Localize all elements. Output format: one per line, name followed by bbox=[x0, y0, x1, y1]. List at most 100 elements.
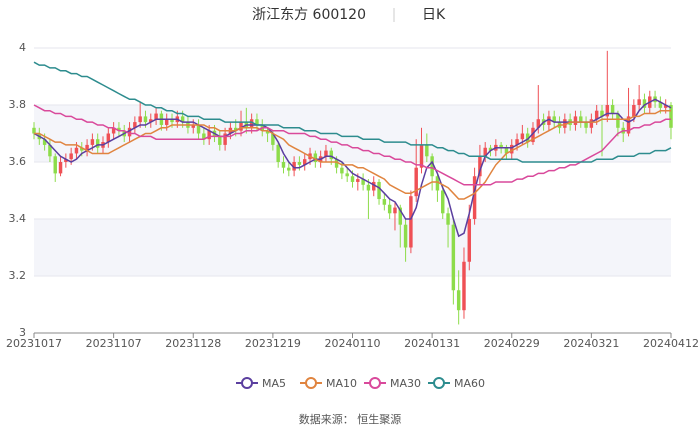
candle-body bbox=[563, 119, 567, 128]
candle-body bbox=[313, 153, 318, 162]
candle-body bbox=[387, 204, 392, 214]
x-tick-label: 20231017 bbox=[6, 337, 62, 350]
candle-body bbox=[520, 133, 525, 140]
candle-body bbox=[547, 116, 551, 125]
candle-body bbox=[451, 224, 456, 291]
candle-body bbox=[42, 139, 47, 145]
candle-body bbox=[552, 116, 556, 123]
candle-body bbox=[265, 130, 270, 134]
candle-body bbox=[239, 122, 243, 131]
candle-body bbox=[154, 113, 158, 120]
candle-body bbox=[610, 105, 615, 114]
ma-line bbox=[33, 104, 671, 186]
candle-body bbox=[207, 130, 211, 140]
x-tick-label: 20231219 bbox=[245, 337, 301, 350]
candle-body bbox=[356, 179, 360, 182]
candle-body bbox=[600, 110, 604, 117]
candle-body bbox=[218, 136, 222, 145]
candle-body bbox=[329, 150, 333, 160]
candle-body bbox=[58, 162, 63, 174]
candle-body bbox=[398, 207, 403, 225]
candle-body bbox=[377, 181, 381, 200]
candle-body bbox=[403, 224, 408, 248]
legend-label: MA30 bbox=[390, 377, 421, 390]
candle-body bbox=[271, 133, 275, 145]
candle-body bbox=[573, 116, 578, 125]
candle-body bbox=[297, 162, 302, 165]
candle-body bbox=[53, 156, 57, 174]
candle-body bbox=[414, 167, 418, 197]
candle-body bbox=[456, 290, 461, 311]
candle-body bbox=[663, 105, 668, 108]
y-tick-label: 3.6 bbox=[9, 155, 27, 168]
y-tick-label: 3.8 bbox=[9, 98, 27, 111]
candle-body bbox=[249, 119, 254, 128]
y-tick-label: 3.2 bbox=[9, 269, 27, 282]
x-tick-label: 20240412 bbox=[643, 337, 699, 350]
legend-label: MA60 bbox=[454, 377, 485, 390]
candle-body bbox=[334, 159, 339, 168]
ma-line bbox=[33, 61, 672, 163]
candle-body bbox=[483, 147, 487, 157]
legend-label: MA10 bbox=[326, 377, 357, 390]
candle-body bbox=[80, 147, 84, 151]
candle-body bbox=[462, 261, 466, 311]
x-tick-label: 20240110 bbox=[325, 337, 381, 350]
candle-body bbox=[419, 144, 424, 168]
candle-body bbox=[324, 150, 328, 157]
candle-body bbox=[143, 116, 148, 123]
candle-body bbox=[472, 176, 477, 219]
candle-body bbox=[594, 110, 599, 120]
candle-body bbox=[180, 116, 185, 123]
candle-body bbox=[579, 116, 583, 123]
legend-label: MA5 bbox=[262, 377, 286, 390]
candle-body bbox=[170, 119, 174, 123]
candle-body bbox=[127, 127, 132, 137]
candle-body bbox=[292, 162, 296, 171]
legend-marker bbox=[241, 377, 253, 389]
candle-body bbox=[382, 199, 387, 205]
candle-body bbox=[281, 162, 286, 168]
candle-body bbox=[69, 153, 73, 160]
candle-body bbox=[74, 147, 79, 154]
candle-body bbox=[589, 119, 594, 128]
legend-marker bbox=[305, 377, 317, 389]
candle-body bbox=[430, 156, 434, 177]
candle-body bbox=[255, 119, 259, 125]
candle-body bbox=[499, 144, 503, 148]
candle-body bbox=[366, 184, 371, 191]
candle-body bbox=[48, 144, 52, 157]
candle-body bbox=[106, 133, 111, 143]
candle-body bbox=[340, 167, 344, 174]
candle-body bbox=[393, 207, 397, 214]
candle-body bbox=[149, 119, 153, 123]
candle-body bbox=[276, 144, 280, 162]
candle-body bbox=[196, 124, 201, 134]
candle-body bbox=[361, 179, 365, 185]
chart-title: 浙江东方 600120 bbox=[252, 7, 366, 23]
candle-body bbox=[350, 176, 355, 182]
candle-body bbox=[531, 127, 535, 143]
candle-body bbox=[90, 139, 95, 145]
candle-body bbox=[637, 99, 641, 105]
candle-body bbox=[302, 159, 307, 165]
candle-body bbox=[133, 122, 137, 128]
candle-body bbox=[478, 156, 482, 177]
candle-body bbox=[446, 213, 450, 225]
x-tick-label: 20240321 bbox=[563, 337, 619, 350]
candle-body bbox=[287, 167, 291, 171]
candle-body bbox=[525, 133, 530, 143]
candle-body bbox=[642, 99, 647, 108]
candle-body bbox=[504, 147, 509, 154]
candle-body bbox=[435, 176, 440, 191]
candle-body bbox=[233, 127, 238, 131]
candle-body bbox=[202, 133, 206, 140]
y-tick-label: 4 bbox=[19, 41, 26, 54]
candle-body bbox=[467, 219, 472, 262]
candle-body bbox=[441, 190, 445, 214]
candle-body bbox=[510, 144, 514, 154]
candle-body bbox=[111, 127, 116, 134]
candle-body bbox=[669, 105, 673, 128]
ma-line bbox=[33, 98, 672, 238]
